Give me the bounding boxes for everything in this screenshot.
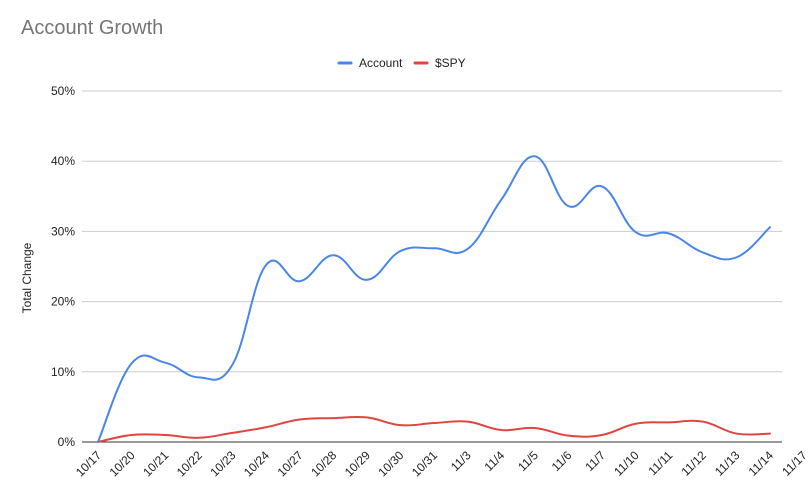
y-tick-label: 40% [51, 154, 75, 168]
series-lines [97, 155, 771, 443]
x-tick-label: 10/24 [241, 448, 272, 479]
y-tick-label: 10% [51, 365, 75, 379]
x-tick-label: 11/6 [549, 448, 575, 474]
x-tick-label: 10/28 [308, 448, 339, 479]
series-line-account [97, 155, 771, 443]
x-tick-label: 10/22 [174, 448, 205, 479]
x-tick-label: 10/30 [375, 448, 406, 479]
x-tick-label: 11/3 [448, 448, 474, 474]
legend: Account $SPY [337, 56, 466, 70]
x-tick-label: 10/17 [73, 448, 104, 479]
x-tick-label: 10/23 [207, 448, 238, 479]
x-axis-ticks: 10/17 10/20 10/21 10/22 10/23 10/24 10/27 10/28… [73, 448, 808, 479]
chart-title: Account Growth [21, 17, 164, 39]
x-tick-label: 10/29 [342, 448, 373, 479]
legend-label: $SPY [435, 56, 466, 70]
x-tick-label: 11/14 [746, 448, 777, 479]
x-tick-label: 10/27 [275, 448, 306, 479]
x-tick-label: 11/7 [582, 448, 608, 474]
y-axis-title: Total Change [20, 242, 34, 313]
legend-label: Account [359, 56, 403, 70]
series-line-spy [97, 415, 771, 443]
x-tick-label: 11/12 [678, 448, 709, 479]
y-tick-label: 50% [51, 84, 75, 98]
x-tick-label: 10/31 [409, 448, 440, 479]
x-tick-label: 11/17 [779, 448, 808, 479]
x-tick-label: 10/20 [107, 448, 138, 479]
x-tick-label: 11/4 [482, 448, 508, 474]
x-tick-label: 10/21 [140, 448, 171, 479]
x-tick-label: 11/10 [611, 448, 642, 479]
x-tick-label: 11/5 [515, 448, 541, 474]
grid-lines [82, 90, 782, 443]
y-axis-ticks: 0% 10% 20% 30% 40% 50% [51, 84, 75, 449]
x-tick-label: 11/11 [645, 448, 675, 478]
y-tick-label: 0% [58, 435, 76, 449]
y-tick-label: 20% [51, 295, 75, 309]
y-tick-label: 30% [51, 224, 75, 238]
x-tick-label: 11/13 [712, 448, 743, 479]
